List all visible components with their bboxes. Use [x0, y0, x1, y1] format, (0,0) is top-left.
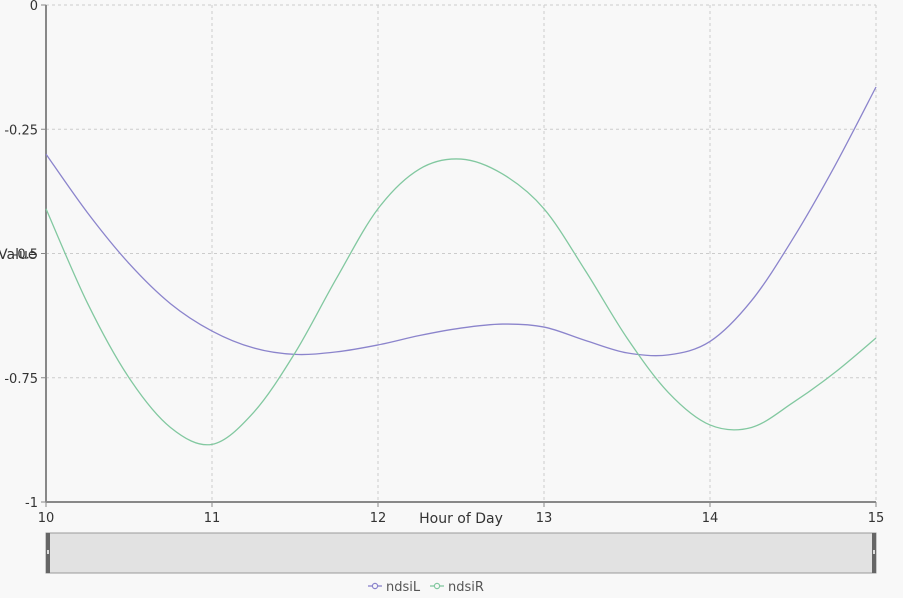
- zoom-slider-right-grip: [873, 550, 875, 554]
- tick-labels: 0 -0.25 -0.5 -0.75 -110 11 12 13 14 15: [4, 0, 884, 526]
- y-tick-label: -0.75: [4, 372, 38, 387]
- y-tick-label: -0.5: [13, 248, 38, 263]
- x-tick-label: 12: [370, 511, 387, 526]
- zoom-slider-left-grip: [47, 550, 49, 554]
- x-tick-label: 10: [38, 511, 55, 526]
- x-tick-label: 14: [702, 511, 719, 526]
- y-tick-label: -1: [25, 496, 38, 511]
- y-tick-label: 0: [30, 0, 38, 14]
- y-axis-title: Value: [0, 247, 36, 263]
- legend: ndsiL ndsiR: [368, 580, 484, 595]
- zoom-slider[interactable]: [45, 532, 877, 574]
- series-line-ndsiR: [45, 158, 877, 446]
- y-tick-label: -0.25: [4, 123, 38, 138]
- zoom-slider-track[interactable]: [45, 532, 877, 574]
- x-axis-title: Hour of Day: [419, 511, 503, 527]
- legend-swatch-marker: [371, 582, 379, 590]
- legend-label: ndsiL: [386, 580, 421, 595]
- series-lines: [45, 86, 877, 446]
- x-tick-label: 13: [536, 511, 553, 526]
- x-tick-label: 11: [204, 511, 221, 526]
- axes: [41, 4, 877, 507]
- legend-item-ndsiL[interactable]: ndsiL: [368, 580, 421, 595]
- series-line-ndsiL: [45, 86, 877, 357]
- legend-item-ndsiR[interactable]: ndsiR: [430, 580, 484, 595]
- x-tick-label: 15: [868, 511, 885, 526]
- legend-label: ndsiR: [448, 580, 484, 595]
- legend-swatch-marker: [433, 582, 441, 590]
